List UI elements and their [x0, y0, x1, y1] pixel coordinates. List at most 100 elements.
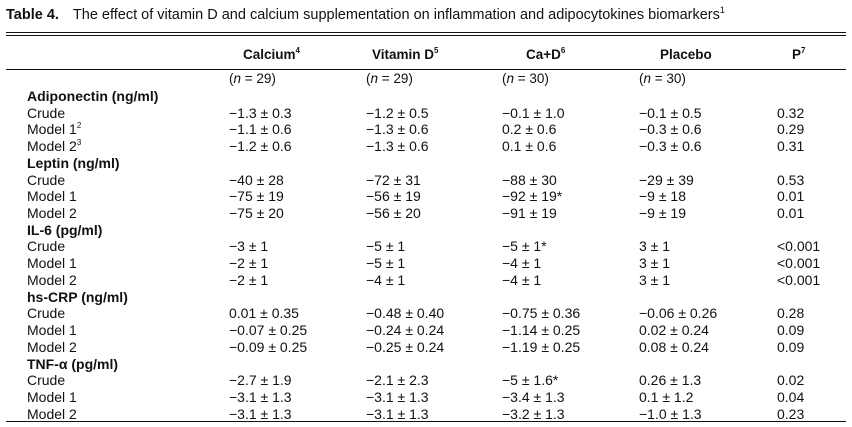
cell-ca-d: −4 ± 1 — [502, 255, 542, 272]
cell-ca-d: −92 ± 19* — [502, 188, 563, 205]
cell-ca-d: 0.1 ± 0.6 — [502, 138, 557, 155]
table-title-footnote: 1 — [719, 5, 725, 15]
row-label: Model 1 — [27, 255, 77, 272]
section-title: TNF-α (pg/ml) — [27, 355, 119, 372]
sample-size-vitamin-d: (n = 29) — [366, 71, 413, 86]
cell-p: 0.31 — [777, 138, 805, 155]
cell-ca-d: −0.1 ± 1.0 — [502, 104, 565, 121]
cell-p: 0.01 — [777, 205, 805, 222]
column-header-ca-d: Ca+D6 — [526, 46, 566, 63]
cell-calcium: −75 ± 20 — [229, 205, 284, 222]
cell-calcium: −0.09 ± 0.25 — [229, 338, 308, 355]
cell-vitamin-d: −0.24 ± 0.24 — [366, 322, 445, 339]
section-title: IL-6 (pg/ml) — [27, 221, 103, 238]
row-label: Model 1 — [27, 188, 77, 205]
cell-placebo: 0.02 ± 0.24 — [639, 322, 709, 339]
cell-placebo: −0.1 ± 0.5 — [639, 104, 702, 121]
cell-placebo: −9 ± 19 — [639, 205, 686, 222]
cell-placebo: 3 ± 1 — [639, 238, 671, 255]
cell-calcium: −1.1 ± 0.6 — [229, 121, 292, 138]
section-title: Adiponectin (ng/ml) — [27, 88, 159, 104]
header-rule — [6, 69, 846, 70]
cell-calcium: −1.3 ± 0.3 — [229, 104, 292, 121]
cell-calcium: −0.07 ± 0.25 — [229, 322, 308, 339]
cell-vitamin-d: −1.3 ± 0.6 — [366, 138, 429, 155]
cell-p: 0.02 — [777, 372, 805, 389]
row-label: Crude — [27, 238, 66, 255]
row-label: Crude — [27, 305, 66, 322]
cell-vitamin-d: −56 ± 20 — [366, 205, 421, 222]
cell-p: 0.32 — [777, 104, 805, 121]
table-top-rule — [6, 32, 846, 36]
row-label: Crude — [27, 372, 66, 389]
row-label: Model 2 — [27, 338, 77, 355]
column-header-placebo: Placebo — [660, 47, 712, 62]
cell-vitamin-d: −3.1 ± 1.3 — [366, 405, 429, 422]
table-title: The effect of vitamin D and calcium supp… — [72, 7, 720, 23]
cell-ca-d: −1.19 ± 0.25 — [502, 338, 581, 355]
cell-vitamin-d: −5 ± 1 — [366, 255, 406, 272]
row-label: Model 12 — [27, 121, 82, 138]
cell-ca-d: 0.2 ± 0.6 — [502, 121, 557, 138]
cell-ca-d: −0.75 ± 0.36 — [502, 305, 581, 322]
cell-ca-d: −5 ± 1* — [502, 238, 547, 255]
row-label: Model 23 — [27, 138, 82, 155]
cell-ca-d: −91 ± 19 — [502, 205, 557, 222]
cell-calcium: −2 ± 1 — [229, 271, 269, 288]
sample-size-placebo: (n = 30) — [639, 71, 686, 86]
cell-vitamin-d: −0.48 ± 0.40 — [366, 305, 445, 322]
cell-calcium: 0.01 ± 0.35 — [229, 305, 299, 322]
cell-placebo: −0.3 ± 0.6 — [639, 138, 702, 155]
cell-calcium: −3.1 ± 1.3 — [229, 388, 292, 405]
sample-size-ca-d: (n = 30) — [502, 71, 549, 86]
cell-vitamin-d: −0.25 ± 0.24 — [366, 338, 445, 355]
cell-calcium: −3 ± 1 — [229, 238, 269, 255]
cell-vitamin-d: −1.3 ± 0.6 — [366, 121, 429, 138]
row-label: Model 1 — [27, 322, 77, 339]
table-bottom-rule — [6, 421, 846, 422]
cell-p: 0.09 — [777, 322, 805, 339]
cell-vitamin-d: −1.2 ± 0.5 — [366, 104, 429, 121]
cell-p: 0.09 — [777, 338, 805, 355]
table-number: Table 4. — [6, 7, 59, 23]
cell-ca-d: −1.14 ± 0.25 — [502, 322, 581, 339]
cell-placebo: 3 ± 1 — [639, 271, 671, 288]
sample-size-calcium: (n = 29) — [229, 71, 276, 86]
cell-ca-d: −88 ± 30 — [502, 171, 557, 188]
row-label: Model 2 — [27, 271, 77, 288]
cell-p: <0.001 — [777, 238, 821, 255]
cell-placebo: 3 ± 1 — [639, 255, 671, 272]
cell-ca-d: −5 ± 1.6* — [502, 372, 559, 389]
column-header-calcium: Calcium4 — [243, 46, 300, 63]
cell-placebo: −1.0 ± 1.3 — [639, 405, 702, 422]
cell-ca-d: −3.4 ± 1.3 — [502, 388, 565, 405]
cell-placebo: −0.3 ± 0.6 — [639, 121, 702, 138]
table-caption: Table 4. The effect of vitamin D and calc… — [6, 6, 846, 24]
row-label: Model 2 — [27, 405, 77, 422]
cell-placebo: −29 ± 39 — [639, 171, 694, 188]
cell-calcium: −40 ± 28 — [229, 171, 284, 188]
cell-ca-d: −3.2 ± 1.3 — [502, 405, 565, 422]
cell-vitamin-d: −56 ± 19 — [366, 188, 421, 205]
cell-placebo: −0.06 ± 0.26 — [639, 305, 718, 322]
cell-ca-d: −4 ± 1 — [502, 271, 542, 288]
cell-p: 0.01 — [777, 188, 805, 205]
cell-vitamin-d: −4 ± 1 — [366, 271, 406, 288]
cell-placebo: 0.08 ± 0.24 — [639, 338, 709, 355]
column-header-p: P7 — [792, 46, 806, 63]
cell-calcium: −3.1 ± 1.3 — [229, 405, 292, 422]
cell-vitamin-d: −3.1 ± 1.3 — [366, 388, 429, 405]
cell-calcium: −75 ± 19 — [229, 188, 284, 205]
cell-calcium: −2.7 ± 1.9 — [229, 372, 292, 389]
cell-vitamin-d: −2.1 ± 2.3 — [366, 372, 429, 389]
cell-p: 0.53 — [777, 171, 805, 188]
cell-p: 0.23 — [777, 405, 805, 422]
row-label: Model 1 — [27, 388, 77, 405]
cell-p: 0.04 — [777, 388, 805, 405]
row-label: Model 2 — [27, 205, 77, 222]
section-title: hs-CRP (ng/ml) — [27, 288, 128, 305]
row-label: Crude — [27, 104, 66, 121]
cell-placebo: 0.1 ± 1.2 — [639, 388, 694, 405]
cell-calcium: −2 ± 1 — [229, 255, 269, 272]
cell-p: <0.001 — [777, 255, 821, 272]
